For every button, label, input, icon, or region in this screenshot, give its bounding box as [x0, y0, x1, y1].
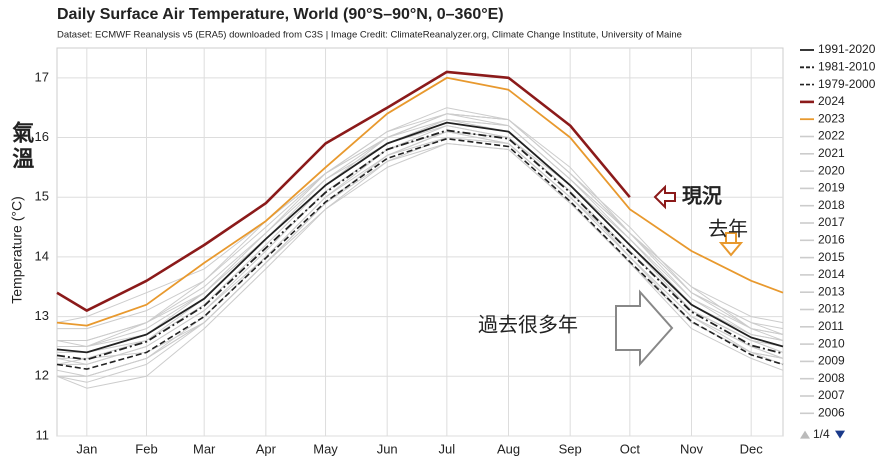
legend-page-down[interactable] — [835, 430, 845, 439]
x-tick-label: Jun — [377, 441, 398, 456]
y-tick-label: 17 — [35, 69, 49, 84]
y-tick-label: 15 — [35, 189, 49, 204]
x-tick-label: May — [313, 441, 338, 456]
series-line — [56, 70, 631, 312]
legend-page: 1/4 — [813, 427, 830, 441]
chart-subtitle: Dataset: ECMWF Reanalysis v5 (ERA5) down… — [57, 30, 682, 41]
legend-label: 2016 — [818, 232, 845, 246]
legend-label: 1991-2020 — [818, 42, 876, 56]
legend-label: 2022 — [818, 129, 845, 143]
legend-label: 2021 — [818, 146, 845, 160]
legend-label: 2023 — [818, 111, 845, 125]
y-tick-label: 16 — [35, 129, 49, 144]
y-tick-label: 11 — [36, 427, 50, 442]
arrow-last-year — [718, 232, 744, 257]
legend-label: 2020 — [818, 163, 845, 177]
annotation: 氣溫 — [9, 120, 34, 173]
x-tick-label: Jan — [76, 441, 97, 456]
series-line — [56, 76, 784, 327]
y-tick-label: 12 — [35, 368, 49, 383]
legend-label: 2015 — [818, 250, 845, 264]
x-tick-label: Sep — [559, 441, 582, 456]
annotation: 現況 — [682, 183, 722, 207]
annotation: 去年 — [708, 217, 748, 240]
series-line — [57, 107, 784, 341]
y-tick-label: 14 — [35, 248, 49, 263]
series-line — [56, 137, 784, 370]
series-line — [56, 121, 784, 354]
legend-label: 2017 — [818, 215, 845, 229]
y-tick-label: 13 — [35, 308, 49, 323]
series-line — [56, 129, 784, 361]
legend-page-up[interactable] — [800, 430, 810, 439]
legend-label: 2014 — [818, 267, 845, 281]
series-line — [56, 143, 784, 371]
series-line — [56, 113, 784, 347]
legend-label: 2006 — [818, 405, 845, 419]
legend-label: 2024 — [818, 94, 845, 108]
series-line — [57, 113, 784, 335]
x-tick-label: Nov — [680, 441, 704, 456]
x-tick-label: Apr — [256, 441, 277, 456]
legend-label: 2011 — [818, 319, 844, 333]
plot-area — [56, 47, 784, 437]
chart-title: Daily Surface Air Temperature, World (90… — [57, 6, 504, 23]
legend-label: 1979-2000 — [818, 77, 876, 91]
annotation: 過去很多年 — [478, 313, 578, 336]
legend-label: 2008 — [818, 371, 845, 385]
series-line — [56, 125, 784, 365]
x-tick-label: Oct — [620, 441, 641, 456]
legend-label: 2013 — [818, 284, 845, 298]
legend-label: 2007 — [818, 388, 845, 402]
x-tick-label: Aug — [497, 441, 520, 456]
arrow-current — [653, 184, 676, 210]
y-axis-label: Temperature (°C) — [9, 196, 25, 304]
legend-label: 2012 — [818, 302, 845, 316]
x-tick-label: Mar — [193, 441, 216, 456]
arrow-past-years — [615, 289, 674, 367]
legend-label: 2009 — [818, 354, 845, 368]
series-line — [56, 143, 784, 389]
series-line — [57, 119, 784, 341]
legend-label: 2018 — [818, 198, 845, 212]
legend-label: 2019 — [818, 181, 845, 195]
legend-label: 2010 — [818, 336, 845, 350]
x-tick-label: Feb — [135, 441, 157, 456]
legend-label: 1981-2010 — [818, 59, 876, 73]
x-tick-label: Dec — [740, 441, 764, 456]
series-line — [57, 131, 784, 377]
x-tick-label: Jul — [439, 441, 456, 456]
